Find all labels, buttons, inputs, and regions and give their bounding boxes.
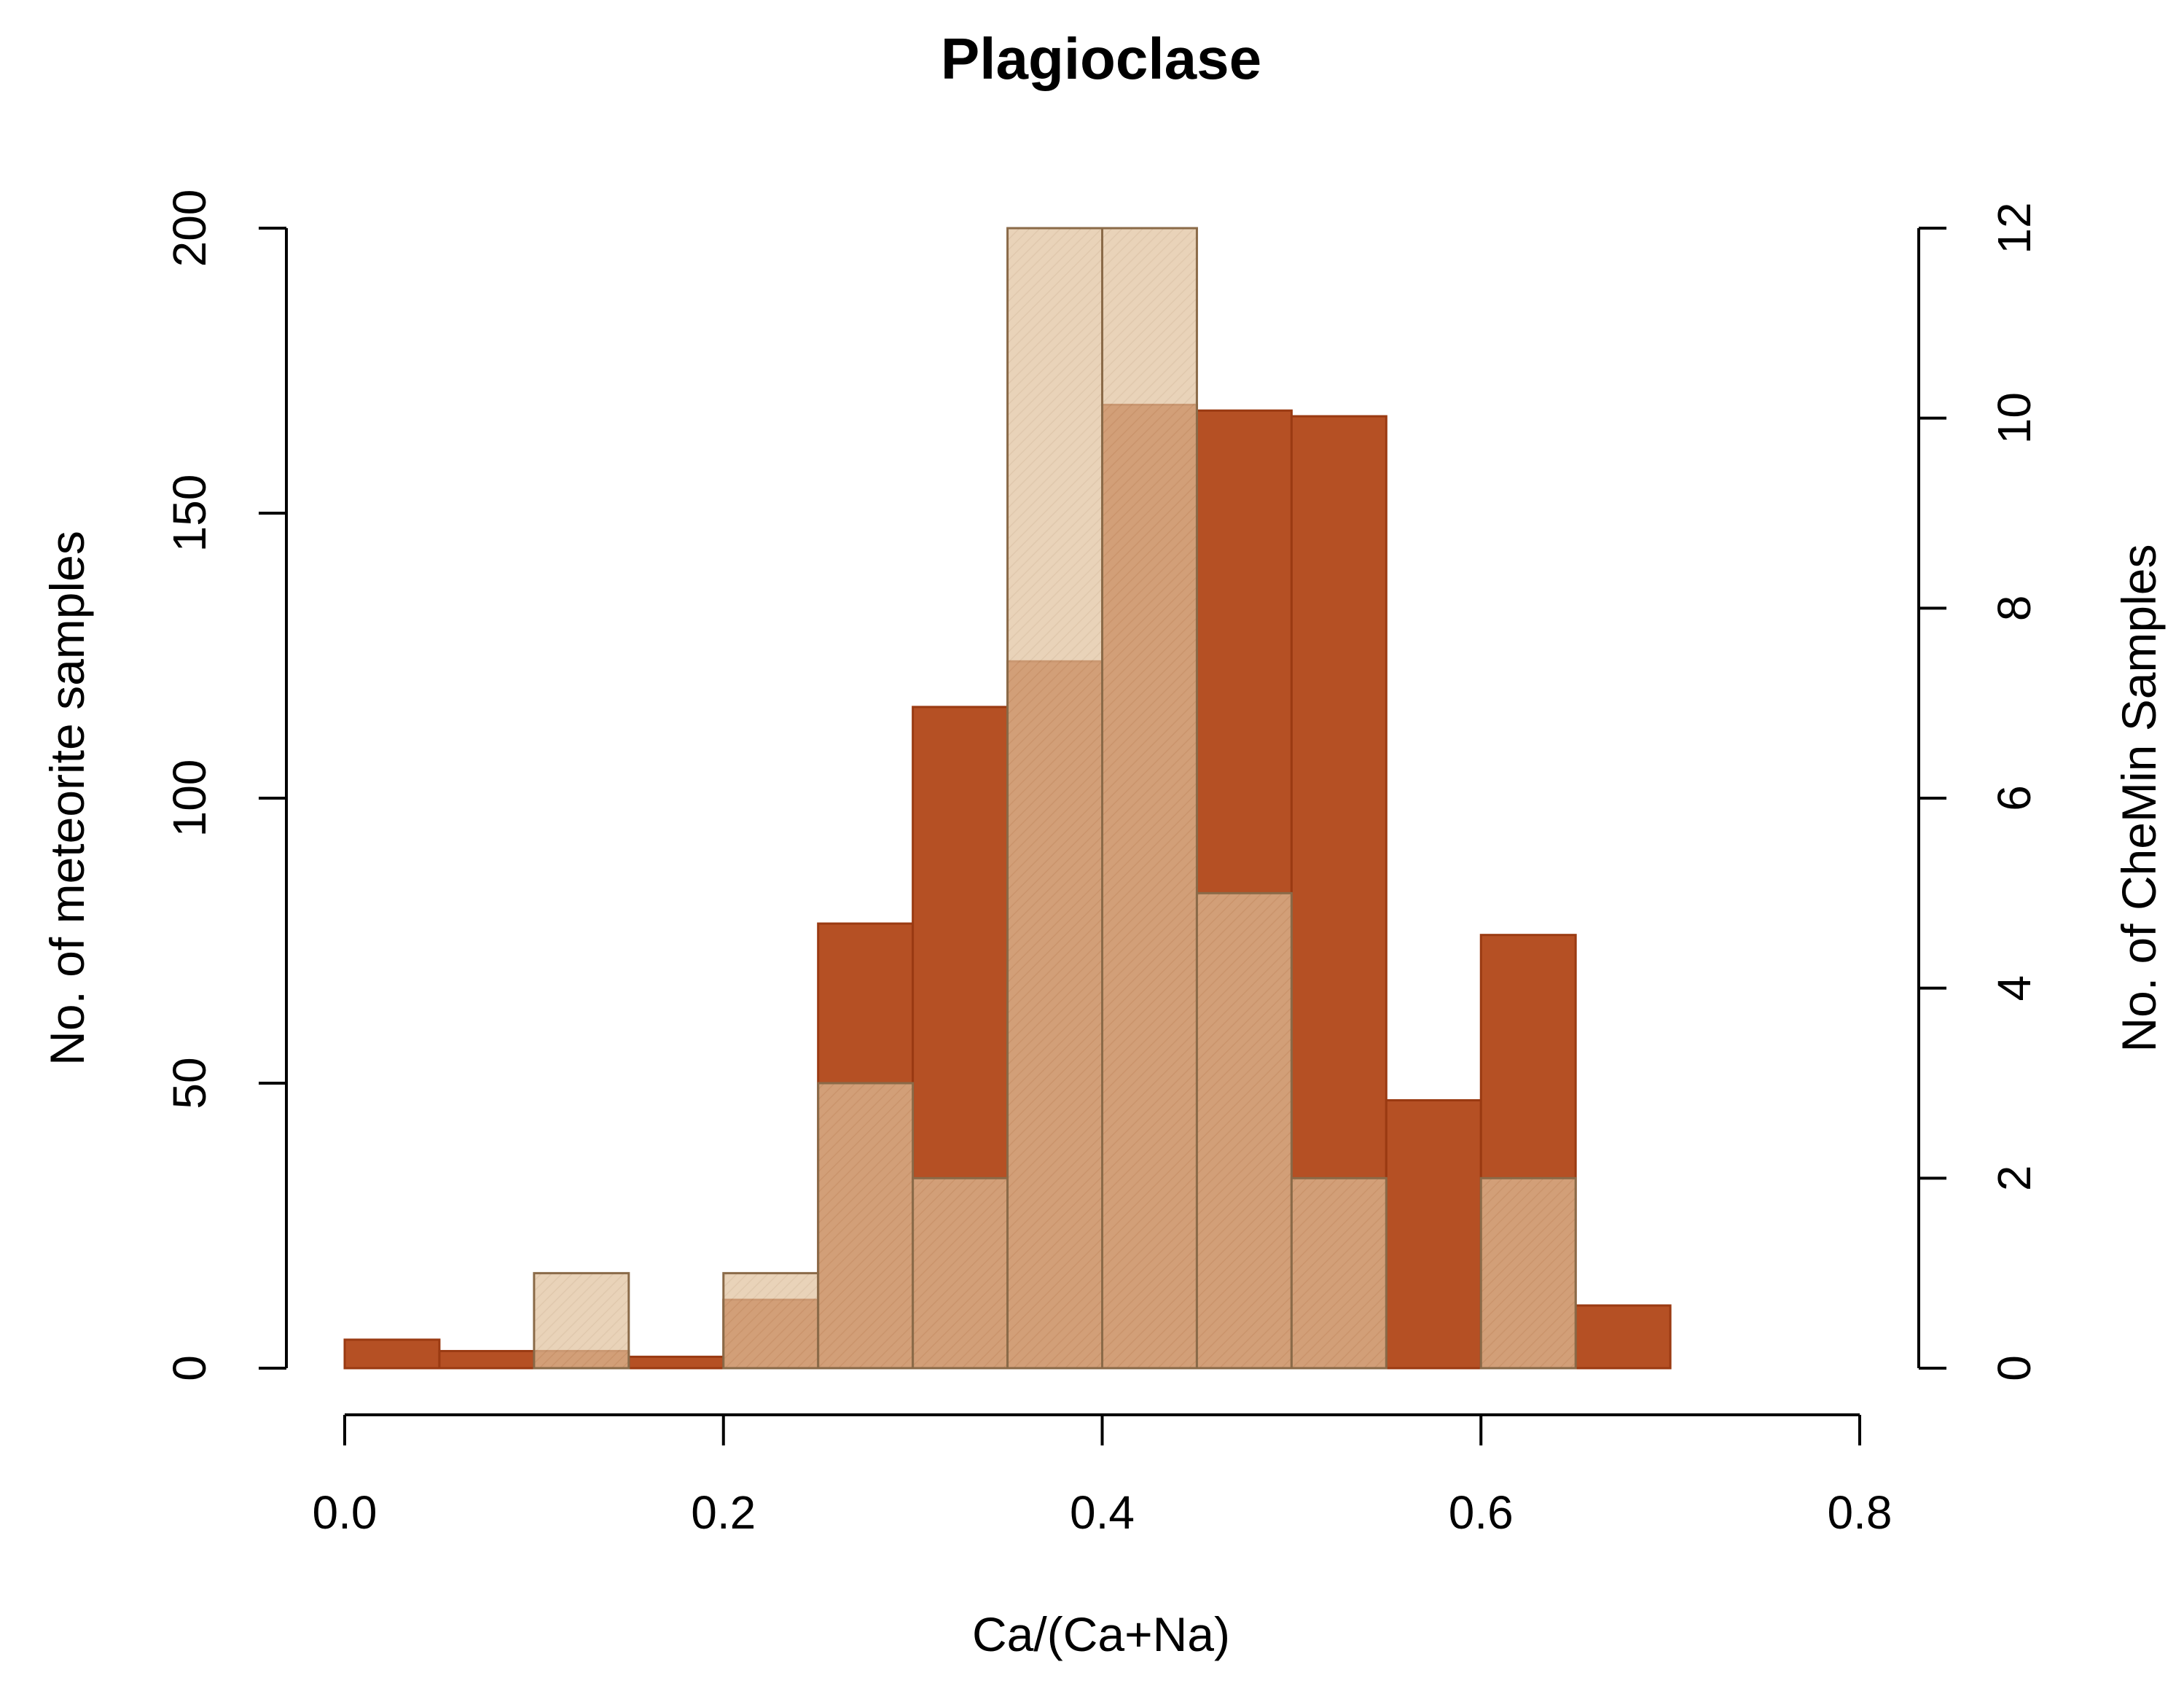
x-axis-label: Ca/(Ca+Na) — [972, 1607, 1230, 1661]
right-y-ticks: 0 2 4 6 8 10 12 — [1919, 202, 2040, 1381]
left-y-ticks: 0 50 100 150 200 — [163, 190, 286, 1381]
chemin-bar — [912, 1176, 1009, 1370]
right-y-axis-label: No. of CheMin Samples — [2112, 544, 2166, 1053]
meteorite-bar — [438, 1350, 536, 1370]
chemin-bar — [1101, 227, 1198, 1370]
left-y-tick-label: 150 — [163, 475, 216, 553]
chemin-bar — [1290, 1176, 1387, 1370]
left-y-tick-label: 100 — [163, 760, 216, 838]
right-y-tick-label: 6 — [1988, 785, 2040, 811]
right-y-tick-label: 0 — [1988, 1355, 2040, 1381]
left-y-tick-label: 50 — [163, 1057, 216, 1109]
chemin-bar — [817, 1082, 915, 1370]
right-y-tick-label: 10 — [1988, 392, 2040, 444]
meteorite-bar — [1385, 1098, 1482, 1370]
right-y-tick-label: 4 — [1988, 975, 2040, 1002]
chart-title: Plagioclase — [941, 26, 1261, 91]
chemin-bar — [533, 1272, 630, 1370]
meteorite-bar — [1574, 1304, 1672, 1370]
x-tick-label: 0.0 — [313, 1486, 377, 1539]
right-y-tick-label: 12 — [1988, 202, 2040, 254]
left-y-tick-label: 0 — [163, 1355, 216, 1381]
x-tick-label: 0.8 — [1828, 1486, 1893, 1539]
chemin-bar — [1195, 891, 1293, 1370]
x-tick-label: 0.2 — [691, 1486, 756, 1539]
right-y-tick-label: 2 — [1988, 1166, 2040, 1192]
x-tick-label: 0.6 — [1449, 1486, 1514, 1539]
x-axis: 0.0 0.2 0.4 0.6 0.8 — [313, 1413, 1893, 1539]
right-y-axis: 0 2 4 6 8 10 12 — [1917, 202, 2040, 1381]
chemin-bar — [1006, 227, 1103, 1370]
chemin-bar — [1479, 1176, 1577, 1370]
x-tick-label: 0.4 — [1070, 1486, 1135, 1539]
meteorite-bar — [627, 1355, 725, 1370]
left-y-axis-label: No. of meteorite samples — [40, 531, 94, 1066]
chemin-bars — [533, 227, 1577, 1370]
x-ticks: 0.0 0.2 0.4 0.6 0.8 — [313, 1415, 1893, 1539]
right-y-tick-label: 8 — [1988, 596, 2040, 622]
meteorite-bar — [343, 1338, 441, 1370]
chemin-bar — [722, 1272, 820, 1370]
left-y-tick-label: 200 — [163, 190, 216, 268]
left-y-axis: 0 50 100 150 200 — [163, 190, 288, 1381]
